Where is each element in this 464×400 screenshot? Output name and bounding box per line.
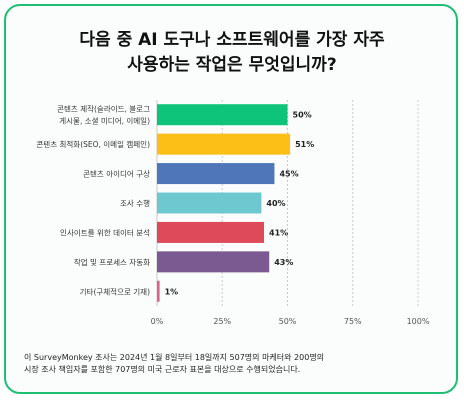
category-label-line: 콘텐츠 최적화(SEO, 이메일 캠페인) [36,139,150,149]
chart-title: 다음 중 AI 도구나 소프트웨어를 가장 자주 사용하는 작업은 무엇입니까? [0,28,464,78]
value-label: 51% [295,140,314,149]
category-label: 콘텐츠 아이디어 구상 [83,169,150,179]
category-label: 인사이트를 위한 데이터 분석 [60,227,150,237]
bar [157,133,291,155]
value-label: 43% [274,258,293,267]
footnote-line-2: 시장 조사 책임자를 포함한 707명의 미국 근로자 표본을 대상으로 수행되… [24,365,301,374]
category-label: 콘텐츠 최적화(SEO, 이메일 캠페인) [36,139,150,149]
chart-title-line-1: 다음 중 AI 도구나 소프트웨어를 가장 자주 [79,30,385,50]
x-tick-labels: 0% 25% 50% 75% 100% [151,317,430,326]
category-label: 기타(구체적으로 기재) [80,286,150,296]
bar [157,221,265,243]
category-label-line: 기타(구체적으로 기재) [80,286,150,296]
category-label-line: 콘텐츠 제작(슬라이드, 블로그 [57,104,150,114]
category-label: 작업 및 프로세스 자동화 [74,257,150,267]
bar [157,163,275,185]
category-label: 조사 수행 [120,198,150,208]
survey-footnote: 이 SurveyMonkey 조사는 2024년 1월 8일부터 18일까지 5… [24,352,444,376]
value-label: 45% [279,170,298,179]
x-tick-label: 0% [151,317,164,326]
value-label: 1% [165,287,179,296]
value-label: 50% [293,111,312,120]
value-label: 41% [269,228,288,237]
x-tick-label: 75% [344,317,362,326]
value-labels: 50% 51% 45% 40% 41% 43% 1% [165,111,315,297]
x-tick-label: 100% [407,317,430,326]
category-label-line: 콘텐츠 아이디어 구상 [83,169,150,179]
bar [157,104,288,126]
bar [157,192,262,214]
x-tick-label: 50% [279,317,297,326]
x-tick-label: 25% [213,317,231,326]
bars [157,104,291,302]
bar [157,251,270,273]
footnote-line-1: 이 SurveyMonkey 조사는 2024년 1월 8일부터 18일까지 5… [24,353,325,362]
category-label-line: 인사이트를 위한 데이터 분석 [60,227,150,237]
bar [157,280,160,302]
category-label-line: 작업 및 프로세스 자동화 [74,257,150,267]
value-label: 40% [266,199,285,208]
category-label-line: 조사 수행 [120,198,150,208]
category-label-line: 게시물, 소셜 미디어, 이메일) [59,116,150,126]
chart-title-line-2: 사용하는 작업은 무엇입니까? [127,55,337,75]
